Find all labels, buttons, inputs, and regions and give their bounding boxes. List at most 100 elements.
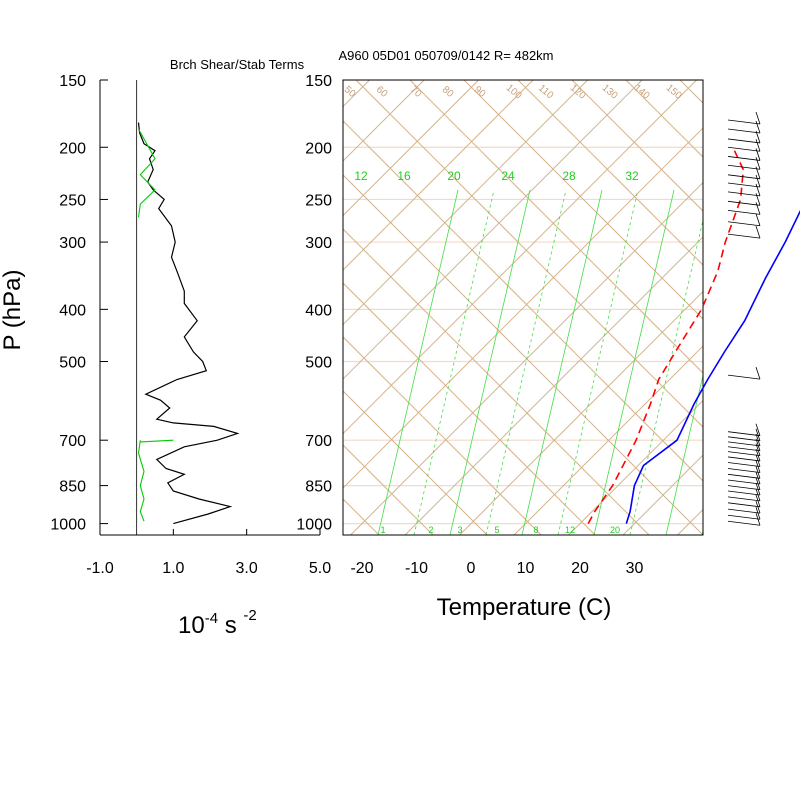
skewt-x-tick-label: 10: [517, 560, 535, 577]
adiabat-label: 70: [408, 84, 424, 100]
wind-barb-flag: [755, 148, 761, 161]
wind-barb: [727, 462, 761, 467]
wind-barb-flag: [755, 443, 761, 456]
skewt-y-tick-label: 300: [305, 235, 332, 252]
mixing-ratio-line: [774, 190, 800, 535]
skewt-y-tick-label: 700: [305, 433, 332, 450]
wind-barb: [727, 446, 761, 452]
dry-adiabat-line: [343, 228, 650, 535]
mixing-ratio-bottom-label: 12: [565, 525, 575, 535]
mixing-ratio-line: [557, 189, 639, 535]
mixing-ratio-line: [629, 218, 703, 535]
wind-barb-flag: [755, 111, 761, 125]
mixing-ratio-bottom-label: 1: [380, 525, 385, 535]
isotherm-line: [343, 80, 534, 271]
shear-curve-3: [140, 439, 174, 443]
dry-adiabat-line: [343, 444, 434, 535]
mixing-ratio-line: [449, 189, 531, 535]
shear-curve-1: [137, 128, 156, 218]
dry-adiabat-line: [409, 80, 703, 374]
skewt-grid: [0, 75, 800, 535]
wind-barb: [727, 468, 761, 473]
mixing-ratio-label: 20: [447, 169, 461, 183]
skewt-x-tick-label: 0: [467, 560, 476, 577]
left-panel-title: Brch Shear/Stab Terms: [170, 57, 305, 72]
skewt-x-tick-label: 30: [626, 560, 644, 577]
mixing-ratio-line: [593, 189, 675, 535]
wind-barbs: [727, 111, 761, 526]
isotherm-line: [343, 80, 643, 380]
unit-base: 10: [178, 612, 205, 639]
mixing-ratio-line: [665, 373, 703, 535]
wind-barb: [727, 210, 761, 215]
skewt-y-tick-label: 400: [305, 302, 332, 319]
left-y-tick-label: 500: [59, 355, 86, 372]
isotherm-line: [622, 454, 703, 535]
mixing-ratio-bottom-label: 2: [428, 525, 433, 535]
dry-adiabat-line: [355, 80, 703, 428]
wind-barb: [727, 221, 761, 227]
wind-barb: [727, 191, 761, 197]
adiabat-label: 100: [504, 83, 524, 102]
skewt-frame: [342, 79, 704, 536]
wind-barb: [727, 174, 761, 180]
wind-barb: [727, 233, 761, 239]
skewt-x-tick-label: -10: [405, 560, 428, 577]
isotherm-line: [343, 80, 697, 435]
mixing-ratio-bottom-label: 20: [610, 525, 620, 535]
isotherm-line: [568, 399, 703, 535]
adiabat-label: 130: [600, 83, 620, 102]
dry-adiabat-line: [0, 75, 325, 535]
wind-barb-flag: [755, 193, 761, 206]
isotherm-line: [513, 345, 703, 535]
wind-barb: [727, 164, 761, 170]
wind-barb: [727, 182, 761, 188]
dry-adiabat-line: [343, 174, 703, 535]
wind-barb: [727, 485, 761, 490]
wind-barb-flag: [755, 202, 761, 215]
left-x-axis-label: 10-4 s -2: [178, 607, 257, 639]
wind-barb: [727, 119, 761, 125]
wind-barb-flag: [755, 120, 761, 134]
left-y-tick-label: 300: [59, 235, 86, 252]
mixing-ratio-line: [413, 189, 495, 535]
wind-barb-flag: [755, 139, 761, 152]
mixing-ratio-label: 28: [562, 169, 576, 183]
y-axis-label: P (hPa): [0, 270, 26, 351]
mixing-ratio-bottom-label: 8: [533, 525, 538, 535]
adiabat-label: 140: [632, 83, 652, 102]
dewpoint-profile: [587, 146, 745, 524]
mixing-ratio-line: [377, 189, 459, 535]
isotherm-line: [459, 290, 703, 535]
skewt-x-tick-label: 20: [571, 560, 589, 577]
wind-barb-flag: [755, 213, 761, 226]
wind-barb-flag: [755, 471, 761, 485]
mixing-ratio-label: 24: [501, 169, 515, 183]
wind-barb: [727, 451, 761, 456]
wind-barb-flag: [755, 166, 761, 179]
mixing-ratio-bottom-label: 5: [494, 525, 499, 535]
mixing-ratio-line: [521, 189, 603, 535]
shear-stability-panel: -1.0 1.0 3.0 5.0 150 200 250 300 400 500 700 850 100…: [50, 73, 331, 577]
skewt-x-tick-label: -20: [350, 560, 373, 577]
dry-adiabat-line: [343, 120, 703, 482]
wind-barb-flag: [755, 466, 761, 479]
wind-barb-flag: [755, 507, 761, 520]
skewt-y-tick-label: 250: [305, 192, 332, 209]
adiabat-label: 110: [536, 83, 556, 102]
temperature-profile: [625, 209, 800, 524]
dry-adiabat-line: [571, 80, 703, 212]
shear-curve-2: [137, 440, 145, 522]
wind-barb: [727, 479, 761, 485]
dry-adiabat-line: [0, 75, 271, 535]
wind-barb-flag: [755, 488, 761, 501]
skewt-y-tick-label: 500: [305, 355, 332, 372]
isotherm-line: [343, 127, 703, 489]
wind-barb-flag: [755, 494, 761, 507]
isotherm-line: [350, 181, 703, 535]
wind-barb-flag: [755, 174, 761, 188]
mixing-ratio-label: 32: [625, 169, 639, 183]
wind-barb: [727, 374, 761, 380]
wind-barb-flag: [755, 130, 761, 144]
